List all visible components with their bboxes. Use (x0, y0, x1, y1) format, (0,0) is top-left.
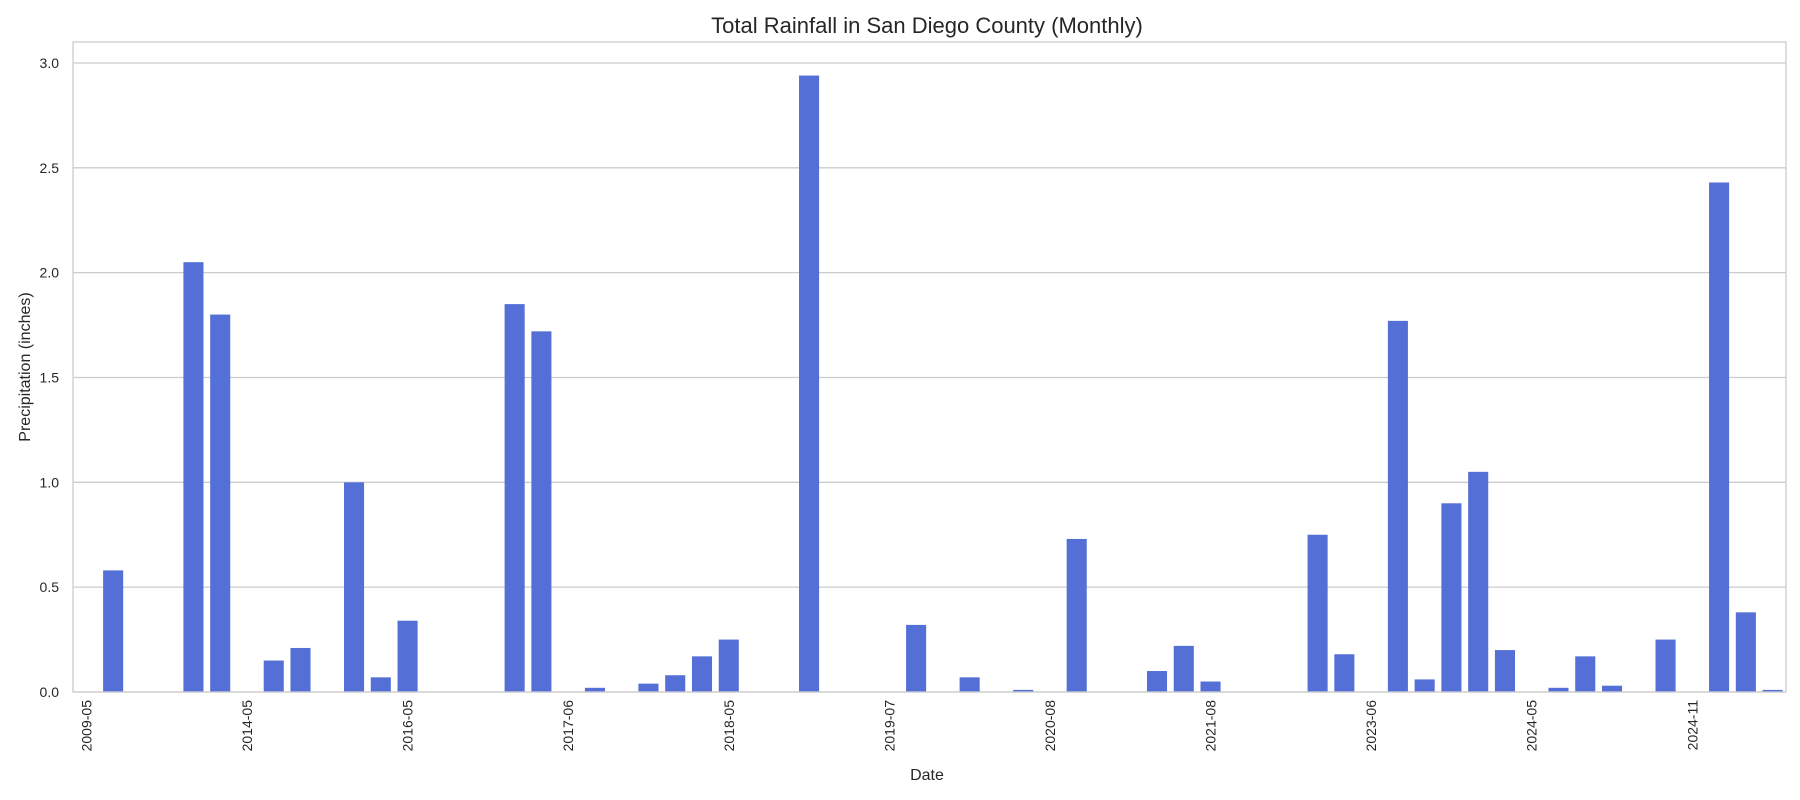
bar (103, 570, 124, 692)
bar (1575, 656, 1596, 692)
x-tick-labels: 2009-05 2014-05 2016-05 2017-06 2018-05 2019-… (78, 700, 1700, 752)
bar (1146, 671, 1168, 692)
plot-frame (72, 41, 1787, 693)
bar (1334, 654, 1355, 692)
chart-title: Total Rainfall in San Diego County (Mont… (711, 13, 1143, 38)
bar (1655, 639, 1676, 692)
bar (1387, 320, 1408, 692)
bar (1494, 650, 1515, 692)
bar (1414, 679, 1435, 692)
x-tick-label: 2019-07 (881, 700, 897, 752)
bar (665, 675, 686, 692)
y-tick-label: 2.5 (40, 160, 60, 176)
bar (370, 677, 391, 692)
bar (691, 656, 713, 692)
bar (1307, 534, 1328, 692)
bar (959, 677, 980, 692)
bar (799, 75, 820, 692)
x-tick-label: 2021-08 (1203, 700, 1219, 752)
y-tick-label: 1.0 (40, 474, 60, 490)
x-axis-label: Date (910, 767, 944, 784)
y-tick-labels: 0.0 0.5 1.0 1.5 2.0 2.5 3.0 (40, 55, 60, 700)
bar (1548, 687, 1569, 692)
bar (210, 314, 231, 692)
x-tick-label: 2014-05 (239, 700, 255, 752)
bar (1013, 689, 1034, 692)
bar (1468, 471, 1489, 692)
bars (103, 75, 1783, 692)
bar (638, 683, 659, 692)
y-axis-label: Precipitation (inches) (17, 292, 34, 441)
bar (1762, 689, 1783, 692)
bar (906, 624, 927, 692)
grid-lines (73, 62, 1786, 693)
x-tick-label: 2020-08 (1042, 700, 1058, 752)
x-tick-label: 2009-05 (78, 700, 94, 752)
bar (584, 687, 605, 692)
y-tick-label: 1.5 (40, 369, 60, 385)
y-tick-label: 0.5 (40, 579, 60, 595)
y-tick-label: 2.0 (40, 265, 60, 281)
y-tick-label: 0.0 (40, 684, 60, 700)
x-tick-label: 2016-05 (400, 700, 416, 752)
bar (290, 647, 311, 692)
x-tick-label: 2017-06 (560, 700, 576, 752)
bar (344, 482, 365, 692)
x-tick-label: 2024-11 (1684, 700, 1700, 751)
bar (1441, 503, 1462, 692)
bar (1601, 685, 1623, 692)
x-tick-label: 2018-05 (721, 700, 737, 752)
bar (1735, 612, 1756, 692)
bar (263, 660, 284, 692)
bar (1173, 645, 1194, 692)
bar (397, 620, 418, 692)
x-tick-label: 2023-06 (1363, 700, 1379, 752)
bar (1709, 182, 1730, 692)
bar (504, 304, 525, 692)
bar (718, 639, 739, 692)
bar (183, 262, 204, 692)
bar (1066, 538, 1087, 692)
bar (531, 331, 552, 692)
bar (1200, 681, 1221, 692)
x-tick-label: 2024-05 (1524, 700, 1540, 752)
y-tick-label: 3.0 (40, 55, 60, 71)
